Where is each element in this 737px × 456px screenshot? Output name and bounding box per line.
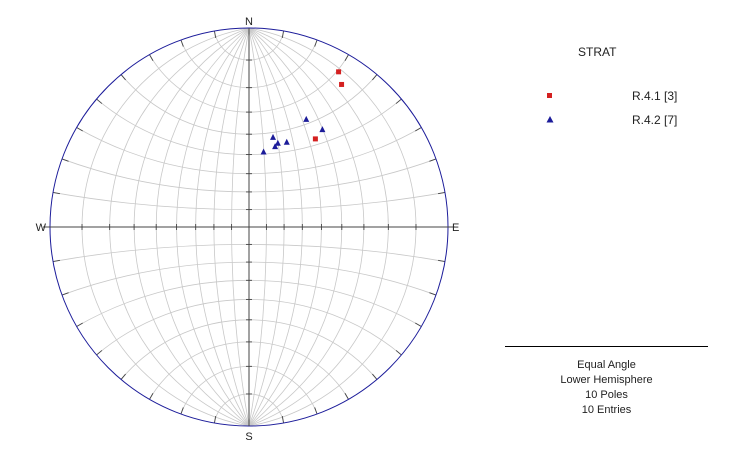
primitive-tick	[429, 292, 437, 296]
primitive-ticks	[52, 30, 446, 424]
legend-label-r42: R.4.2 [7]	[632, 113, 678, 127]
primitive-tick	[149, 54, 154, 61]
primitive-tick	[395, 350, 402, 356]
square-marker-icon	[547, 93, 552, 98]
projection-info: Equal Angle Lower Hemisphere 10 Poles 10…	[505, 346, 708, 418]
primitive-tick	[96, 98, 103, 104]
legend-label-r41: R.4.1 [3]	[632, 89, 678, 103]
primitive-tick	[372, 74, 378, 81]
primitive-tick	[180, 407, 184, 415]
pole-point-square	[336, 69, 342, 75]
primitive-tick	[61, 292, 69, 296]
stereonet-chart: N S E W	[36, 16, 460, 443]
entries-count: 10 Entries	[581, 404, 632, 416]
primitive-tick	[96, 350, 103, 356]
primitive-tick	[395, 98, 402, 104]
south-label: S	[245, 431, 252, 443]
primitive-tick	[281, 30, 284, 38]
primitive-tick	[61, 158, 69, 162]
primitive-tick	[314, 39, 318, 47]
primitive-tick	[120, 74, 126, 81]
primitive-tick	[429, 158, 437, 162]
primitive-tick	[314, 407, 318, 415]
primitive-tick	[281, 416, 284, 424]
west-label: W	[36, 222, 47, 234]
primitive-tick	[372, 373, 378, 380]
poles-count: 10 Poles	[585, 389, 628, 401]
triangle-marker-icon	[546, 116, 554, 123]
primitive-tick	[438, 192, 446, 195]
primitive-tick	[344, 54, 349, 61]
cardinal-axes	[43, 28, 455, 426]
pole-point-triangle	[319, 126, 326, 133]
primitive-tick	[214, 416, 217, 424]
pole-point-triangle	[270, 133, 277, 140]
legend-title: STRAT	[578, 45, 617, 59]
pole-point-triangle	[260, 148, 267, 155]
pole-point-triangle	[274, 139, 281, 146]
north-label: N	[245, 16, 253, 28]
primitive-tick	[52, 192, 60, 195]
primitive-tick	[344, 393, 349, 400]
primitive-tick	[180, 39, 184, 47]
pole-point-triangle	[272, 143, 279, 150]
projection-type: Equal Angle	[577, 359, 636, 371]
primitive-tick	[438, 259, 446, 262]
primitive-tick	[120, 373, 126, 380]
primitive-tick	[149, 393, 154, 400]
pole-point-triangle	[283, 138, 290, 145]
pole-point-triangle	[303, 115, 310, 122]
pole-point-square	[339, 81, 345, 87]
hemisphere-label: Lower Hemisphere	[560, 374, 653, 386]
primitive-tick	[415, 127, 422, 132]
primitive-tick	[415, 322, 422, 327]
pole-point-square	[312, 136, 318, 142]
primitive-tick	[76, 322, 83, 327]
east-label: E	[452, 222, 459, 234]
pole-points	[260, 69, 345, 155]
primitive-tick	[76, 127, 83, 132]
primitive-tick	[214, 30, 217, 38]
primitive-tick	[52, 259, 60, 262]
